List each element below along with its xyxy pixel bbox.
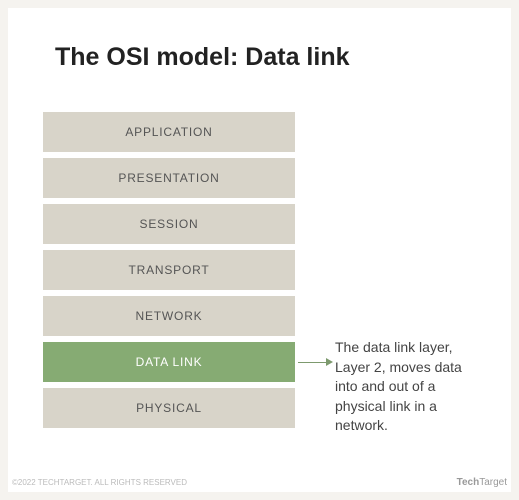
layer-transport: TRANSPORT	[43, 250, 295, 290]
arrow-line-icon	[298, 362, 326, 363]
arrow-column	[295, 358, 335, 366]
diagram-content: APPLICATION PRESENTATION SESSION TRANSPORT N…	[43, 112, 476, 436]
diagram-card: The OSI model: Data link APPLICATION PRES…	[8, 8, 511, 492]
layer-network: NETWORK	[43, 296, 295, 336]
layer-session: SESSION	[43, 204, 295, 244]
brand-suffix: Target	[479, 477, 507, 488]
copyright-text: ©2022 TECHTARGET. ALL RIGHTS RESERVED	[12, 478, 187, 487]
layer-physical: PHYSICAL	[43, 388, 295, 428]
brand-prefix: Tech	[457, 477, 480, 488]
annotation-arrow	[298, 358, 333, 366]
layer-stack: APPLICATION PRESENTATION SESSION TRANSPORT N…	[43, 112, 295, 428]
arrow-head-icon	[326, 358, 333, 366]
layer-data-link: DATA LINK	[43, 342, 295, 382]
annotation-text: The data link layer, Layer 2, moves data…	[335, 338, 470, 436]
diagram-title: The OSI model: Data link	[43, 43, 476, 72]
layer-presentation: PRESENTATION	[43, 158, 295, 198]
brand-logo: TechTarget	[457, 477, 507, 488]
layer-application: APPLICATION	[43, 112, 295, 152]
footer: ©2022 TECHTARGET. ALL RIGHTS RESERVED Te…	[12, 477, 507, 488]
